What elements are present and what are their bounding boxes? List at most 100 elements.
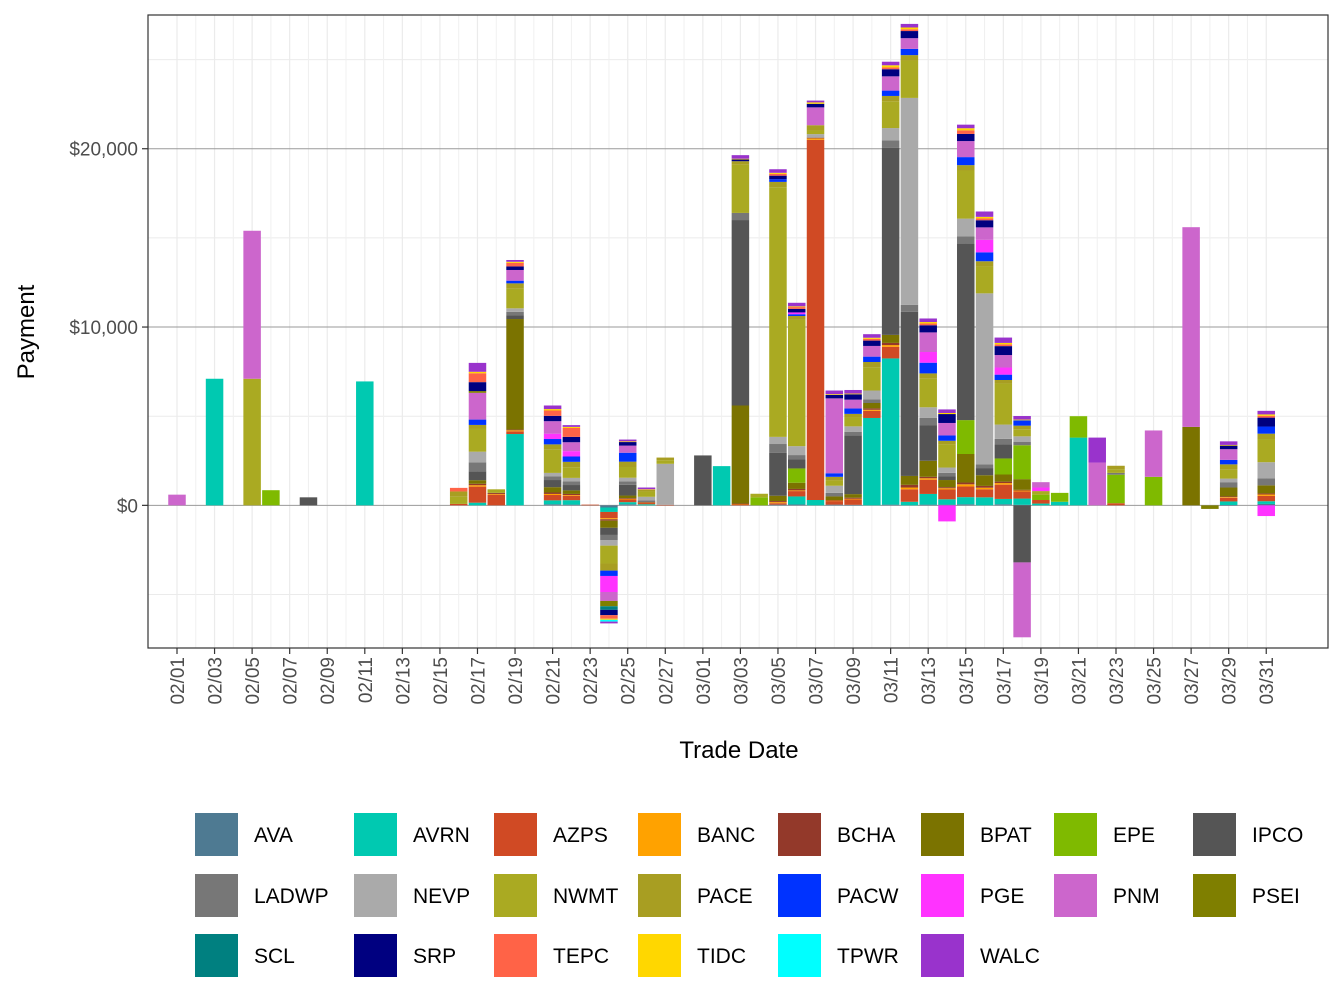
bar-segment: [919, 373, 937, 379]
bar-segment: [881, 69, 900, 77]
bar-segment: [787, 446, 806, 456]
legend-item-tpwr: TPWR: [778, 934, 899, 977]
x-tick-label: 03/23: [1107, 657, 1128, 705]
bar-segment: [900, 484, 919, 488]
bar-segment: [543, 415, 562, 422]
bar-segment: [637, 502, 656, 504]
bar-segment: [900, 97, 919, 305]
bar-segment: [881, 67, 900, 70]
bar-segment: [938, 489, 956, 500]
bar-segment: [468, 471, 487, 481]
bar-segment: [600, 618, 618, 620]
x-tick-label: 03/31: [1257, 657, 1278, 705]
bar-segment: [844, 431, 862, 436]
bar-segment: [975, 468, 994, 476]
bar-segment: [637, 500, 656, 503]
bar-segment: [938, 499, 956, 505]
bar-segment: [506, 261, 524, 263]
bar-segment: [468, 486, 487, 503]
bar-segment: [506, 431, 524, 435]
bar-segment: [769, 169, 787, 173]
bar-segment: [769, 503, 787, 505]
bar-segment: [787, 319, 806, 447]
x-tick-label: 03/25: [1145, 657, 1166, 705]
bar-segment: [487, 492, 506, 494]
legend-swatch: [354, 874, 397, 917]
bar-segment: [468, 462, 487, 472]
bar-segment: [618, 477, 637, 482]
bar-segment: [468, 483, 487, 486]
bar-segment: [1219, 496, 1238, 498]
bar-segment: [468, 419, 487, 425]
bar-segment: [506, 434, 524, 506]
x-tick-label: 02/05: [243, 657, 264, 705]
bar-segment: [543, 487, 562, 493]
bar-segment: [618, 467, 637, 478]
bar-segment: [825, 492, 844, 497]
bar-segment: [1182, 227, 1200, 427]
bar-segment: [468, 480, 487, 484]
bar-segment: [769, 501, 787, 503]
bar-segment: [919, 407, 937, 418]
x-tick-label: 03/21: [1069, 657, 1090, 705]
bar-segment: [863, 417, 881, 506]
bar-segment: [844, 399, 862, 409]
legend-swatch: [778, 874, 821, 917]
bar-segment: [543, 433, 562, 440]
bar-segment: [637, 491, 656, 497]
bar-segment: [881, 334, 900, 343]
bar-segment: [618, 441, 637, 443]
bar-segment: [262, 490, 280, 506]
bar-segment: [863, 408, 881, 410]
legend-label: TPWR: [837, 945, 899, 968]
bar-segment: [600, 570, 618, 576]
bar-segment: [994, 374, 1013, 381]
legend-swatch: [638, 874, 681, 917]
bar-segment: [562, 451, 581, 457]
bar-segment: [1013, 420, 1031, 426]
bar-segment: [299, 497, 318, 506]
bar-segment: [863, 334, 881, 338]
bar-segment: [543, 504, 562, 506]
bar-segment: [618, 498, 637, 499]
bar-segment: [543, 493, 562, 496]
bar-segment: [994, 380, 1013, 384]
bar-segment: [863, 356, 881, 362]
bar-segment: [562, 467, 581, 478]
bar-segment: [881, 101, 900, 129]
legend-item-ladwp: LADWP: [195, 874, 329, 917]
bar-segment: [938, 476, 956, 481]
bar-segment: [957, 124, 975, 129]
bar-segment: [1050, 492, 1069, 502]
bar-segment: [506, 269, 524, 281]
bar-segment: [487, 489, 506, 493]
bar-segment: [1144, 476, 1163, 506]
bar-segment: [543, 472, 562, 477]
bar-segment: [487, 493, 506, 495]
legend-item-pace: PACE: [638, 874, 753, 917]
bar-segment: [975, 211, 994, 217]
bar-segment: [844, 417, 862, 427]
legend-item-nwmt: NWMT: [494, 874, 618, 917]
bar-segment: [656, 460, 675, 464]
bar-segment: [1013, 425, 1031, 430]
bar-segment: [1219, 487, 1238, 497]
bar-segment: [919, 504, 937, 506]
bar-segment: [168, 494, 186, 506]
bar-segment: [787, 504, 806, 506]
bar-segment: [506, 280, 524, 284]
bar-segment: [957, 486, 975, 498]
legend-item-tepc: TEPC: [494, 934, 609, 977]
bar-segment: [919, 322, 937, 324]
bar-segment: [787, 491, 806, 497]
bar-segment: [900, 29, 919, 32]
bar-segment: [1107, 469, 1125, 473]
bar-segment: [205, 378, 224, 506]
bar-segment: [769, 495, 787, 502]
bar-segment: [957, 243, 975, 421]
bar-segment: [618, 502, 637, 505]
bar-segment: [975, 464, 994, 469]
bar-segment: [562, 425, 581, 427]
bar-segment: [994, 438, 1013, 445]
bar-segment: [938, 467, 956, 473]
